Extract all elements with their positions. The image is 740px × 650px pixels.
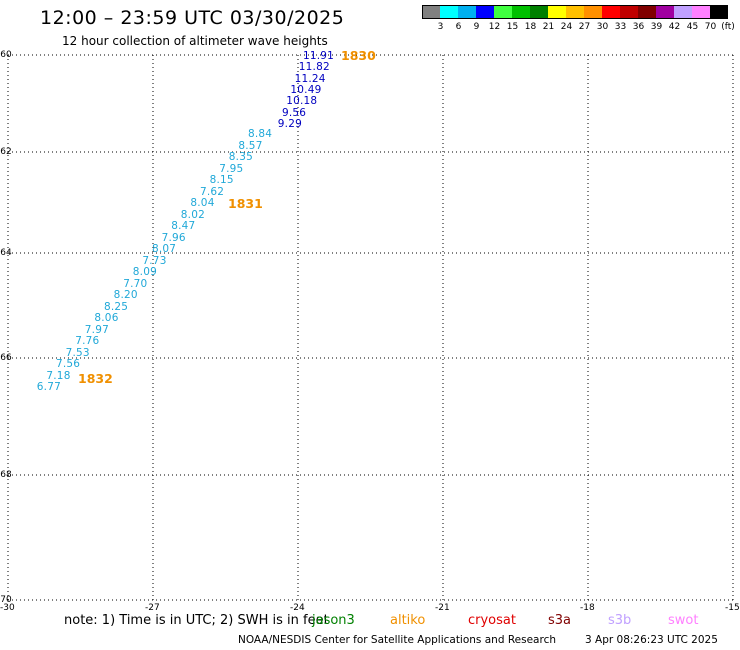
- colorbar-label: 70: [704, 22, 717, 32]
- satellite-legend-item: s3b: [608, 613, 632, 628]
- colorbar-swatch: [620, 5, 638, 19]
- swh-label: 10.18: [286, 95, 318, 108]
- swh-label: 7.62: [200, 185, 225, 198]
- lat-tick-label: -62: [0, 147, 12, 157]
- colorbar-swatch: [530, 5, 548, 19]
- colorbar-label: 12: [488, 22, 501, 32]
- lat-tick-label: -64: [0, 248, 12, 258]
- swh-label: 6.77: [36, 381, 61, 393]
- swh-label: 9.29: [277, 117, 302, 130]
- swh-label: 7.96: [161, 231, 186, 244]
- swh-label: 7.56: [56, 358, 81, 370]
- colorbar-swatch: [602, 5, 620, 19]
- colorbar-label: 9: [473, 22, 480, 32]
- swh-label: 11.91: [303, 50, 335, 62]
- swh-label: 7.97: [84, 323, 109, 336]
- colorbar-swatch: [422, 5, 440, 19]
- swh-label: 10.49: [290, 83, 322, 96]
- swh-label: 7.18: [46, 369, 71, 382]
- colorbar-label: 27: [578, 22, 591, 32]
- colorbar-label: 30: [596, 22, 609, 32]
- swh-label: 8.07: [152, 243, 177, 255]
- swh-label: 7.53: [65, 346, 90, 359]
- lat-tick-label: -66: [0, 353, 12, 363]
- colorbar-label: 42: [668, 22, 681, 32]
- satellite-legend-item: altiko: [390, 613, 426, 628]
- colorbar-swatch: [548, 5, 566, 19]
- swh-label: 7.73: [142, 254, 167, 267]
- colorbar-swatch: [710, 5, 728, 19]
- swh-label: 8.15: [209, 174, 234, 186]
- page-title: 12:00 – 23:59 UTC 03/30/2025: [40, 7, 345, 29]
- satellite-legend-item: cryosat: [468, 613, 516, 628]
- swh-label: 8.47: [171, 220, 196, 232]
- swh-label: 7.95: [219, 162, 244, 175]
- lon-tick-label: -30: [0, 603, 15, 613]
- graticule-grid: [7, 54, 734, 601]
- lon-tick-label: -24: [290, 603, 305, 613]
- colorbar-label: 39: [650, 22, 663, 32]
- swh-label: 8.35: [228, 151, 253, 163]
- swh-label: 8.04: [190, 197, 215, 209]
- footer-note: note: 1) Time is in UTC; 2) SWH is in fe…: [64, 613, 329, 628]
- lat-tick-label: -68: [0, 470, 12, 480]
- colorbar-label: 36: [632, 22, 645, 32]
- colorbar-label: 24: [560, 22, 573, 32]
- swh-label: 8.25: [104, 300, 129, 313]
- colorbar-swatch: [566, 5, 584, 19]
- colorbar-swatch: [494, 5, 512, 19]
- swh-label: 11.82: [298, 61, 330, 74]
- generated-timestamp: 3 Apr 08:26:23 UTC 2025: [585, 634, 718, 646]
- satellite-legend-item: s3a: [548, 613, 572, 628]
- credit-text: NOAA/NESDIS Center for Satellite Applica…: [238, 634, 556, 646]
- colorbar-swatch: [674, 5, 692, 19]
- page-subtitle: 12 hour collection of altimeter wave hei…: [62, 34, 328, 48]
- swh-label: 9.56: [282, 106, 307, 119]
- colorbar-swatch: [656, 5, 674, 19]
- colorbar-label: 45: [686, 22, 699, 32]
- time-label: 1832: [78, 371, 113, 386]
- colorbar-label: 33: [614, 22, 627, 32]
- colorbar-label: 21: [542, 22, 555, 32]
- lon-tick-label: -18: [580, 603, 595, 613]
- colorbar-swatch: [476, 5, 494, 19]
- colorbar-swatch: [584, 5, 602, 19]
- swh-label: 8.02: [180, 208, 205, 221]
- lon-tick-label: -15: [725, 603, 740, 613]
- colorbar-swatch: [440, 5, 458, 19]
- colorbar-label: 18: [524, 22, 537, 32]
- swh-label: 7.76: [75, 335, 100, 347]
- swh-label: 8.09: [132, 266, 157, 278]
- time-label: 1831: [228, 196, 263, 211]
- swh-label: 7.70: [123, 277, 148, 290]
- satellite-legend-item: swot: [668, 613, 699, 628]
- colorbar-label: 6: [455, 22, 462, 32]
- colorbar-label: 3: [437, 22, 444, 32]
- swh-label: 8.06: [94, 312, 119, 324]
- lat-tick-label: -70: [0, 595, 12, 605]
- colorbar-swatch: [692, 5, 710, 19]
- colorbar-swatch: [512, 5, 530, 19]
- lon-tick-label: -21: [435, 603, 450, 613]
- colorbar-unit: (ft): [721, 22, 735, 32]
- swh-label: 8.84: [248, 128, 273, 140]
- swh-label: 11.24: [294, 72, 326, 85]
- lat-tick-label: -60: [0, 50, 12, 60]
- colorbar-label: 15: [506, 22, 519, 32]
- colorbar-swatch: [638, 5, 656, 19]
- colorbar-swatch: [458, 5, 476, 19]
- time-label: 1830: [341, 48, 376, 63]
- lon-tick-label: -27: [145, 603, 160, 613]
- satellite-legend-item: jason3: [312, 613, 355, 628]
- swh-label: 8.20: [113, 289, 138, 301]
- swh-label: 8.57: [238, 139, 263, 152]
